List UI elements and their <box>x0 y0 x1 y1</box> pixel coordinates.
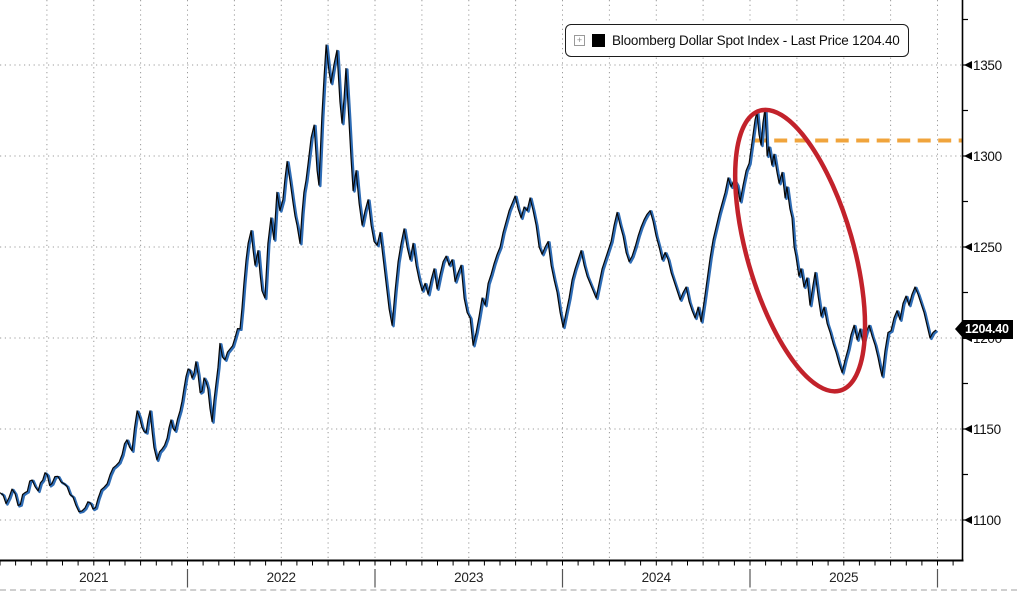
y-axis-label: 1150 <box>964 421 1001 437</box>
x-axis-year-label: 2025 <box>829 570 859 585</box>
legend-expand-icon[interactable]: + <box>574 35 585 46</box>
x-axis-year-label: 2023 <box>454 570 484 585</box>
tick-arrow-icon <box>964 516 972 524</box>
y-axis-label: 1100 <box>964 512 1001 528</box>
price-tag-arrow-icon <box>955 320 963 339</box>
tick-arrow-icon <box>964 425 972 433</box>
y-axis-label: 1350 <box>964 57 1002 73</box>
tick-arrow-icon <box>964 243 972 251</box>
x-axis-year-label: 2024 <box>641 570 671 585</box>
x-axis-year-label: 2021 <box>79 570 109 585</box>
y-axis-label: 1250 <box>964 239 1002 255</box>
y-axis-label: 1300 <box>964 148 1002 164</box>
tick-arrow-icon <box>964 61 972 69</box>
legend-label: Bloomberg Dollar Spot Index - Last Price… <box>612 33 900 48</box>
tick-arrow-icon <box>964 152 972 160</box>
chart-legend[interactable]: + Bloomberg Dollar Spot Index - Last Pri… <box>565 24 909 57</box>
bottom-cropped-line <box>0 589 1017 591</box>
series-color-swatch-icon <box>592 34 605 47</box>
price-tag-value: 1204.40 <box>963 319 1013 339</box>
ellipse-annotation <box>732 107 868 394</box>
price-line <box>0 44 937 513</box>
last-price-tag: 1204.40 <box>955 319 1013 339</box>
x-axis-year-label: 2022 <box>266 570 296 585</box>
